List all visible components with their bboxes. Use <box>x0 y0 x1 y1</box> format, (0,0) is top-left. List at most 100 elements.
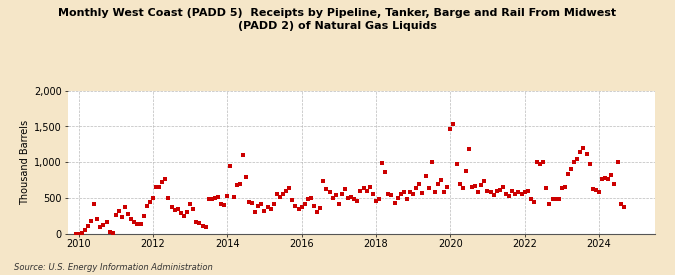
Point <box>157 180 167 185</box>
Point <box>238 153 248 157</box>
Point <box>179 214 190 218</box>
Point <box>572 156 583 161</box>
Point <box>442 185 453 189</box>
Point <box>547 197 558 201</box>
Point <box>346 195 356 199</box>
Point <box>495 188 506 192</box>
Point <box>435 178 446 182</box>
Point <box>618 204 629 209</box>
Point <box>532 159 543 164</box>
Point <box>417 191 428 195</box>
Point <box>197 224 208 228</box>
Point <box>522 189 533 193</box>
Point <box>101 220 112 224</box>
Point <box>597 177 608 182</box>
Point <box>277 191 288 196</box>
Point <box>538 160 549 164</box>
Point <box>135 222 146 227</box>
Point <box>361 189 372 193</box>
Point <box>550 197 561 201</box>
Point <box>516 191 527 196</box>
Point <box>513 189 524 194</box>
Point <box>138 214 149 218</box>
Point <box>414 182 425 186</box>
Point <box>405 189 416 194</box>
Point <box>352 199 362 203</box>
Point <box>315 206 325 210</box>
Point <box>200 224 211 229</box>
Point <box>591 188 601 192</box>
Point <box>464 147 475 152</box>
Point <box>367 191 378 196</box>
Point <box>439 189 450 194</box>
Point <box>445 126 456 131</box>
Point <box>222 194 233 198</box>
Point <box>119 204 130 209</box>
Point <box>457 186 468 190</box>
Point <box>88 202 99 206</box>
Point <box>581 152 592 156</box>
Point <box>600 176 611 180</box>
Point <box>386 193 397 197</box>
Point <box>470 184 481 188</box>
Point <box>271 192 282 197</box>
Point <box>349 197 360 202</box>
Point <box>371 199 381 203</box>
Point <box>423 186 434 190</box>
Point <box>126 217 137 222</box>
Point <box>141 204 152 208</box>
Point <box>253 204 264 208</box>
Point <box>616 202 626 207</box>
Point <box>333 202 344 206</box>
Point <box>228 194 239 199</box>
Point <box>299 202 310 206</box>
Point <box>427 160 437 164</box>
Point <box>510 191 521 196</box>
Point <box>479 179 490 183</box>
Point <box>80 228 90 232</box>
Point <box>154 185 165 189</box>
Point <box>408 191 418 196</box>
Point <box>225 164 236 168</box>
Point <box>377 161 387 165</box>
Point <box>117 215 128 219</box>
Point <box>269 202 279 206</box>
Point <box>321 187 332 192</box>
Point <box>275 195 286 199</box>
Point <box>472 190 483 194</box>
Point <box>460 169 471 173</box>
Point <box>293 207 304 211</box>
Point <box>240 174 251 179</box>
Point <box>355 189 366 193</box>
Point <box>563 172 574 176</box>
Point <box>172 207 183 212</box>
Point <box>587 187 598 192</box>
Point <box>76 231 87 236</box>
Point <box>244 199 254 204</box>
Point <box>191 219 202 224</box>
Point <box>578 146 589 150</box>
Point <box>398 190 409 194</box>
Point <box>213 195 223 199</box>
Point <box>380 169 391 174</box>
Point <box>609 182 620 186</box>
Point <box>182 209 192 214</box>
Y-axis label: Thousand Barrels: Thousand Barrels <box>20 120 30 205</box>
Point <box>250 209 261 214</box>
Point <box>287 198 298 202</box>
Point <box>132 222 143 226</box>
Point <box>454 182 465 186</box>
Point <box>144 199 155 204</box>
Point <box>504 194 514 198</box>
Point <box>308 204 319 208</box>
Point <box>148 196 159 200</box>
Point <box>466 185 477 189</box>
Point <box>176 211 186 215</box>
Point <box>327 196 338 200</box>
Point <box>262 204 273 209</box>
Point <box>86 219 97 223</box>
Point <box>485 189 496 194</box>
Point <box>448 122 459 126</box>
Point <box>74 231 84 236</box>
Point <box>111 213 122 217</box>
